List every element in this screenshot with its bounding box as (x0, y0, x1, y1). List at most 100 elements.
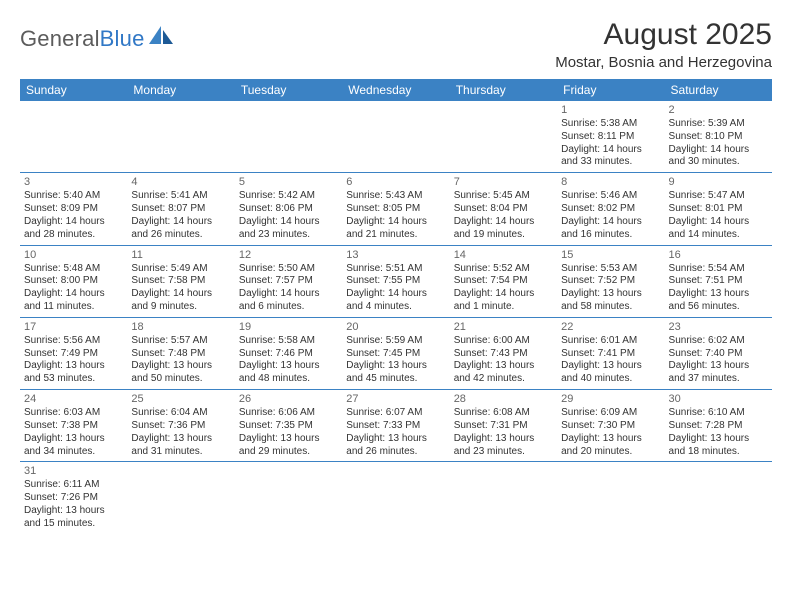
sunset-text: Sunset: 8:09 PM (24, 203, 123, 216)
calendar-cell: 27Sunrise: 6:07 AMSunset: 7:33 PMDayligh… (342, 390, 449, 462)
calendar-cell: 25Sunrise: 6:04 AMSunset: 7:36 PMDayligh… (127, 390, 234, 462)
calendar-cell: 4Sunrise: 5:41 AMSunset: 8:07 PMDaylight… (127, 173, 234, 245)
calendar-cell (342, 101, 449, 173)
sunrise-text: Sunrise: 5:39 AM (669, 118, 768, 131)
daylight-text: Daylight: 13 hours and 42 minutes. (454, 360, 553, 386)
day-number: 8 (561, 175, 660, 189)
daylight-text: Daylight: 14 hours and 9 minutes. (131, 288, 230, 314)
header: GeneralBlue August 2025 Mostar, Bosnia a… (20, 18, 772, 71)
calendar-cell: 8Sunrise: 5:46 AMSunset: 8:02 PMDaylight… (557, 173, 664, 245)
day-number: 2 (669, 103, 768, 117)
month-title: August 2025 (555, 18, 772, 52)
calendar-cell: 29Sunrise: 6:09 AMSunset: 7:30 PMDayligh… (557, 390, 664, 462)
day-number: 29 (561, 392, 660, 406)
weekday-header: Wednesday (342, 79, 449, 101)
calendar-cell: 21Sunrise: 6:00 AMSunset: 7:43 PMDayligh… (450, 317, 557, 389)
logo: GeneralBlue (20, 26, 175, 52)
calendar-cell: 9Sunrise: 5:47 AMSunset: 8:01 PMDaylight… (665, 173, 772, 245)
calendar-cell (450, 101, 557, 173)
calendar-cell: 6Sunrise: 5:43 AMSunset: 8:05 PMDaylight… (342, 173, 449, 245)
daylight-text: Daylight: 13 hours and 45 minutes. (346, 360, 445, 386)
sunrise-text: Sunrise: 6:11 AM (24, 479, 123, 492)
sunrise-text: Sunrise: 5:42 AM (239, 190, 338, 203)
sunrise-text: Sunrise: 5:56 AM (24, 335, 123, 348)
sunset-text: Sunset: 8:04 PM (454, 203, 553, 216)
calendar-cell: 31Sunrise: 6:11 AMSunset: 7:26 PMDayligh… (20, 462, 127, 534)
daylight-text: Daylight: 13 hours and 56 minutes. (669, 288, 768, 314)
location-subtitle: Mostar, Bosnia and Herzegovina (555, 54, 772, 71)
day-number: 23 (669, 320, 768, 334)
daylight-text: Daylight: 13 hours and 15 minutes. (24, 505, 123, 531)
daylight-text: Daylight: 13 hours and 29 minutes. (239, 433, 338, 459)
calendar-body: 1Sunrise: 5:38 AMSunset: 8:11 PMDaylight… (20, 101, 772, 534)
sunset-text: Sunset: 8:05 PM (346, 203, 445, 216)
calendar-cell: 1Sunrise: 5:38 AMSunset: 8:11 PMDaylight… (557, 101, 664, 173)
calendar-cell: 20Sunrise: 5:59 AMSunset: 7:45 PMDayligh… (342, 317, 449, 389)
day-number: 24 (24, 392, 123, 406)
calendar-cell: 2Sunrise: 5:39 AMSunset: 8:10 PMDaylight… (665, 101, 772, 173)
calendar-cell: 5Sunrise: 5:42 AMSunset: 8:06 PMDaylight… (235, 173, 342, 245)
daylight-text: Daylight: 13 hours and 26 minutes. (346, 433, 445, 459)
day-number: 25 (131, 392, 230, 406)
sunrise-text: Sunrise: 6:06 AM (239, 407, 338, 420)
daylight-text: Daylight: 14 hours and 1 minute. (454, 288, 553, 314)
sunset-text: Sunset: 7:38 PM (24, 420, 123, 433)
day-number: 9 (669, 175, 768, 189)
calendar-cell (235, 462, 342, 534)
day-number: 5 (239, 175, 338, 189)
sunset-text: Sunset: 7:28 PM (669, 420, 768, 433)
day-number: 18 (131, 320, 230, 334)
sunset-text: Sunset: 7:26 PM (24, 492, 123, 505)
sunset-text: Sunset: 7:54 PM (454, 275, 553, 288)
day-number: 14 (454, 248, 553, 262)
sunrise-text: Sunrise: 6:03 AM (24, 407, 123, 420)
calendar-cell: 3Sunrise: 5:40 AMSunset: 8:09 PMDaylight… (20, 173, 127, 245)
sunrise-text: Sunrise: 5:54 AM (669, 263, 768, 276)
day-number: 22 (561, 320, 660, 334)
sunset-text: Sunset: 8:10 PM (669, 131, 768, 144)
weekday-header: Friday (557, 79, 664, 101)
sail-icon (147, 24, 175, 51)
calendar-cell: 28Sunrise: 6:08 AMSunset: 7:31 PMDayligh… (450, 390, 557, 462)
day-number: 10 (24, 248, 123, 262)
calendar-cell: 19Sunrise: 5:58 AMSunset: 7:46 PMDayligh… (235, 317, 342, 389)
daylight-text: Daylight: 14 hours and 4 minutes. (346, 288, 445, 314)
sunset-text: Sunset: 7:40 PM (669, 348, 768, 361)
calendar-cell: 10Sunrise: 5:48 AMSunset: 8:00 PMDayligh… (20, 245, 127, 317)
sunset-text: Sunset: 7:36 PM (131, 420, 230, 433)
calendar-cell: 22Sunrise: 6:01 AMSunset: 7:41 PMDayligh… (557, 317, 664, 389)
daylight-text: Daylight: 14 hours and 6 minutes. (239, 288, 338, 314)
sunrise-text: Sunrise: 6:04 AM (131, 407, 230, 420)
day-number: 27 (346, 392, 445, 406)
sunset-text: Sunset: 8:07 PM (131, 203, 230, 216)
calendar-cell (557, 462, 664, 534)
daylight-text: Daylight: 14 hours and 16 minutes. (561, 216, 660, 242)
sunrise-text: Sunrise: 6:02 AM (669, 335, 768, 348)
sunrise-text: Sunrise: 5:48 AM (24, 263, 123, 276)
sunrise-text: Sunrise: 6:01 AM (561, 335, 660, 348)
logo-text-general: General (20, 26, 100, 51)
sunrise-text: Sunrise: 5:49 AM (131, 263, 230, 276)
daylight-text: Daylight: 13 hours and 34 minutes. (24, 433, 123, 459)
sunset-text: Sunset: 7:49 PM (24, 348, 123, 361)
calendar-cell (127, 101, 234, 173)
daylight-text: Daylight: 13 hours and 20 minutes. (561, 433, 660, 459)
day-number: 11 (131, 248, 230, 262)
day-number: 15 (561, 248, 660, 262)
daylight-text: Daylight: 13 hours and 18 minutes. (669, 433, 768, 459)
day-number: 26 (239, 392, 338, 406)
daylight-text: Daylight: 13 hours and 53 minutes. (24, 360, 123, 386)
calendar-cell (450, 462, 557, 534)
calendar-cell (665, 462, 772, 534)
calendar-cell (342, 462, 449, 534)
daylight-text: Daylight: 13 hours and 48 minutes. (239, 360, 338, 386)
weekday-header-row: SundayMondayTuesdayWednesdayThursdayFrid… (20, 79, 772, 101)
sunset-text: Sunset: 7:58 PM (131, 275, 230, 288)
sunrise-text: Sunrise: 6:10 AM (669, 407, 768, 420)
daylight-text: Daylight: 14 hours and 11 minutes. (24, 288, 123, 314)
day-number: 6 (346, 175, 445, 189)
calendar-cell: 12Sunrise: 5:50 AMSunset: 7:57 PMDayligh… (235, 245, 342, 317)
daylight-text: Daylight: 14 hours and 23 minutes. (239, 216, 338, 242)
sunrise-text: Sunrise: 5:47 AM (669, 190, 768, 203)
weekday-header: Sunday (20, 79, 127, 101)
